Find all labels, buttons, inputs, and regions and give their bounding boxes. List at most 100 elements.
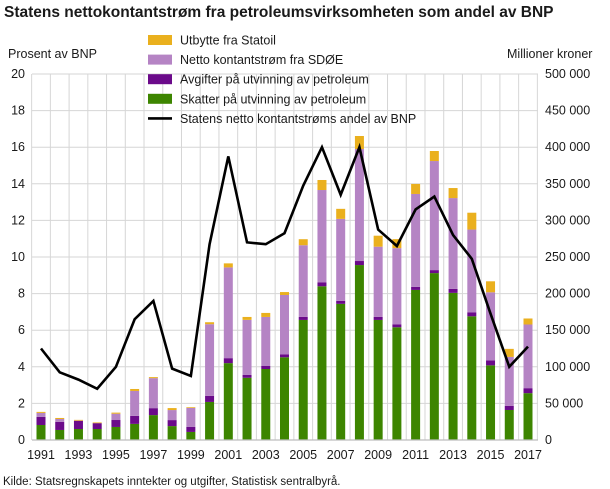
bar-netto-kontantstrøm-fra-sdøe <box>280 294 289 355</box>
bar-utbytte-fra-statoil <box>223 263 233 268</box>
right-tick-label: 350 000 <box>545 177 590 191</box>
bar-utbytte-fra-statoil <box>55 417 65 419</box>
bar-netto-kontantstrøm-fra-sdøe <box>242 319 252 375</box>
bar-skatter-på-utvinning-av-petroleum <box>205 401 215 440</box>
bar-netto-kontantstrøm-fra-sdøe <box>486 292 496 361</box>
right-axis-label: Millioner kroner <box>507 47 592 61</box>
bar-netto-kontantstrøm-fra-sdøe <box>523 324 533 389</box>
bar-utbytte-fra-statoil <box>167 408 177 411</box>
right-tick-label: 250 000 <box>545 250 590 264</box>
bar-utbytte-fra-statoil <box>298 239 308 246</box>
x-tick-label: 1995 <box>102 448 130 462</box>
x-tick-label: 2009 <box>364 448 392 462</box>
bar-skatter-på-utvinning-av-petroleum <box>223 363 233 440</box>
bar-skatter-på-utvinning-av-petroleum <box>317 286 327 440</box>
bar-avgifter-på-utvinning-av-petroleum <box>298 316 308 320</box>
bar-avgifter-på-utvinning-av-petroleum <box>467 312 477 317</box>
x-tick-label: 2013 <box>439 448 467 462</box>
bar-netto-kontantstrøm-fra-sdøe <box>148 378 158 409</box>
bar-skatter-på-utvinning-av-petroleum <box>111 426 121 440</box>
legend-label: Statens netto kontantstrøms andel av BNP <box>180 112 416 126</box>
bar-avgifter-på-utvinning-av-petroleum <box>392 324 402 328</box>
bar-utbytte-fra-statoil <box>504 348 514 357</box>
bar-skatter-på-utvinning-av-petroleum <box>298 319 308 440</box>
chart-title: Statens nettokontantstrøm fra petroleums… <box>4 4 554 21</box>
right-tick-label: 450 000 <box>545 104 590 118</box>
bar-avgifter-på-utvinning-av-petroleum <box>523 388 533 394</box>
left-tick-label: 4 <box>18 360 25 374</box>
bar-skatter-på-utvinning-av-petroleum <box>504 409 514 440</box>
bar-avgifter-på-utvinning-av-petroleum <box>111 420 121 427</box>
bar-utbytte-fra-statoil <box>467 212 477 230</box>
bar-skatter-på-utvinning-av-petroleum <box>242 377 252 440</box>
bar-utbytte-fra-statoil <box>448 188 458 199</box>
bar-netto-kontantstrøm-fra-sdøe <box>354 149 364 262</box>
bar-avgifter-på-utvinning-av-petroleum <box>486 360 496 366</box>
bar-netto-kontantstrøm-fra-sdøe <box>130 390 140 416</box>
right-tick-label: 200 000 <box>545 287 590 301</box>
bar-utbytte-fra-statoil <box>92 422 102 424</box>
legend-label: Netto kontantstrøm fra SDØE <box>180 53 343 67</box>
x-tick-label: 2001 <box>214 448 242 462</box>
bar-skatter-på-utvinning-av-petroleum <box>448 292 458 440</box>
source-note: Kilde: Statsregnskapets inntekter og utg… <box>3 476 341 488</box>
right-tick-label: 300 000 <box>545 213 590 227</box>
bar-skatter-på-utvinning-av-petroleum <box>354 265 364 440</box>
right-tick-label: 150 000 <box>545 323 590 337</box>
bar-skatter-på-utvinning-av-petroleum <box>73 429 83 440</box>
bar-utbytte-fra-statoil <box>429 151 439 162</box>
bar-netto-kontantstrøm-fra-sdøe <box>167 410 177 421</box>
bar-utbytte-fra-statoil <box>317 179 327 191</box>
bar-avgifter-på-utvinning-av-petroleum <box>411 286 421 290</box>
x-tick-label: 2003 <box>252 448 280 462</box>
left-tick-label: 12 <box>11 213 25 227</box>
bar-utbytte-fra-statoil <box>111 412 121 414</box>
bar-utbytte-fra-statoil <box>280 292 289 295</box>
x-tick-label: 2015 <box>477 448 505 462</box>
bar-netto-kontantstrøm-fra-sdøe <box>317 190 327 283</box>
bar-utbytte-fra-statoil <box>373 235 383 247</box>
bar-skatter-på-utvinning-av-petroleum <box>261 368 271 440</box>
bar-skatter-på-utvinning-av-petroleum <box>55 429 65 440</box>
left-tick-label: 20 <box>11 67 25 81</box>
bar-netto-kontantstrøm-fra-sdøe <box>504 356 514 406</box>
bar-utbytte-fra-statoil <box>186 407 196 408</box>
bar-skatter-på-utvinning-av-petroleum <box>148 415 158 440</box>
bar-avgifter-på-utvinning-av-petroleum <box>504 405 514 410</box>
bar-skatter-på-utvinning-av-petroleum <box>336 303 346 440</box>
x-tick-label: 1999 <box>177 448 205 462</box>
bar-skatter-på-utvinning-av-petroleum <box>186 431 196 440</box>
bar-utbytte-fra-statoil <box>36 411 46 413</box>
bar-skatter-på-utvinning-av-petroleum <box>36 424 46 440</box>
left-tick-label: 2 <box>18 396 25 410</box>
bar-avgifter-på-utvinning-av-petroleum <box>280 354 289 358</box>
bar-skatter-på-utvinning-av-petroleum <box>130 423 140 440</box>
bar-skatter-på-utvinning-av-petroleum <box>523 393 533 440</box>
bar-avgifter-på-utvinning-av-petroleum <box>373 316 383 320</box>
bar-netto-kontantstrøm-fra-sdøe <box>111 413 121 421</box>
bar-netto-kontantstrøm-fra-sdøe <box>36 412 46 417</box>
left-tick-label: 10 <box>11 250 25 264</box>
left-tick-label: 14 <box>11 177 25 191</box>
left-tick-label: 0 <box>18 433 25 447</box>
left-tick-label: 16 <box>11 140 25 154</box>
bar-skatter-på-utvinning-av-petroleum <box>486 365 496 440</box>
bar-avgifter-på-utvinning-av-petroleum <box>336 300 346 304</box>
bar-avgifter-på-utvinning-av-petroleum <box>186 426 196 432</box>
bar-netto-kontantstrøm-fra-sdøe <box>55 418 65 422</box>
right-tick-label: 0 <box>545 433 552 447</box>
left-tick-label: 6 <box>18 323 25 337</box>
left-tick-label: 18 <box>11 104 25 118</box>
bar-utbytte-fra-statoil <box>523 318 533 325</box>
right-tick-label: 400 000 <box>545 140 590 154</box>
legend-label: Avgifter på utvinning av petroleum <box>180 73 369 87</box>
bar-avgifter-på-utvinning-av-petroleum <box>167 420 177 427</box>
x-tick-label: 1993 <box>65 448 93 462</box>
bar-skatter-på-utvinning-av-petroleum <box>392 327 402 440</box>
bar-utbytte-fra-statoil <box>486 281 496 293</box>
bar-netto-kontantstrøm-fra-sdøe <box>448 198 458 289</box>
left-axis-label: Prosent av BNP <box>8 47 97 61</box>
bar-utbytte-fra-statoil <box>130 388 140 391</box>
